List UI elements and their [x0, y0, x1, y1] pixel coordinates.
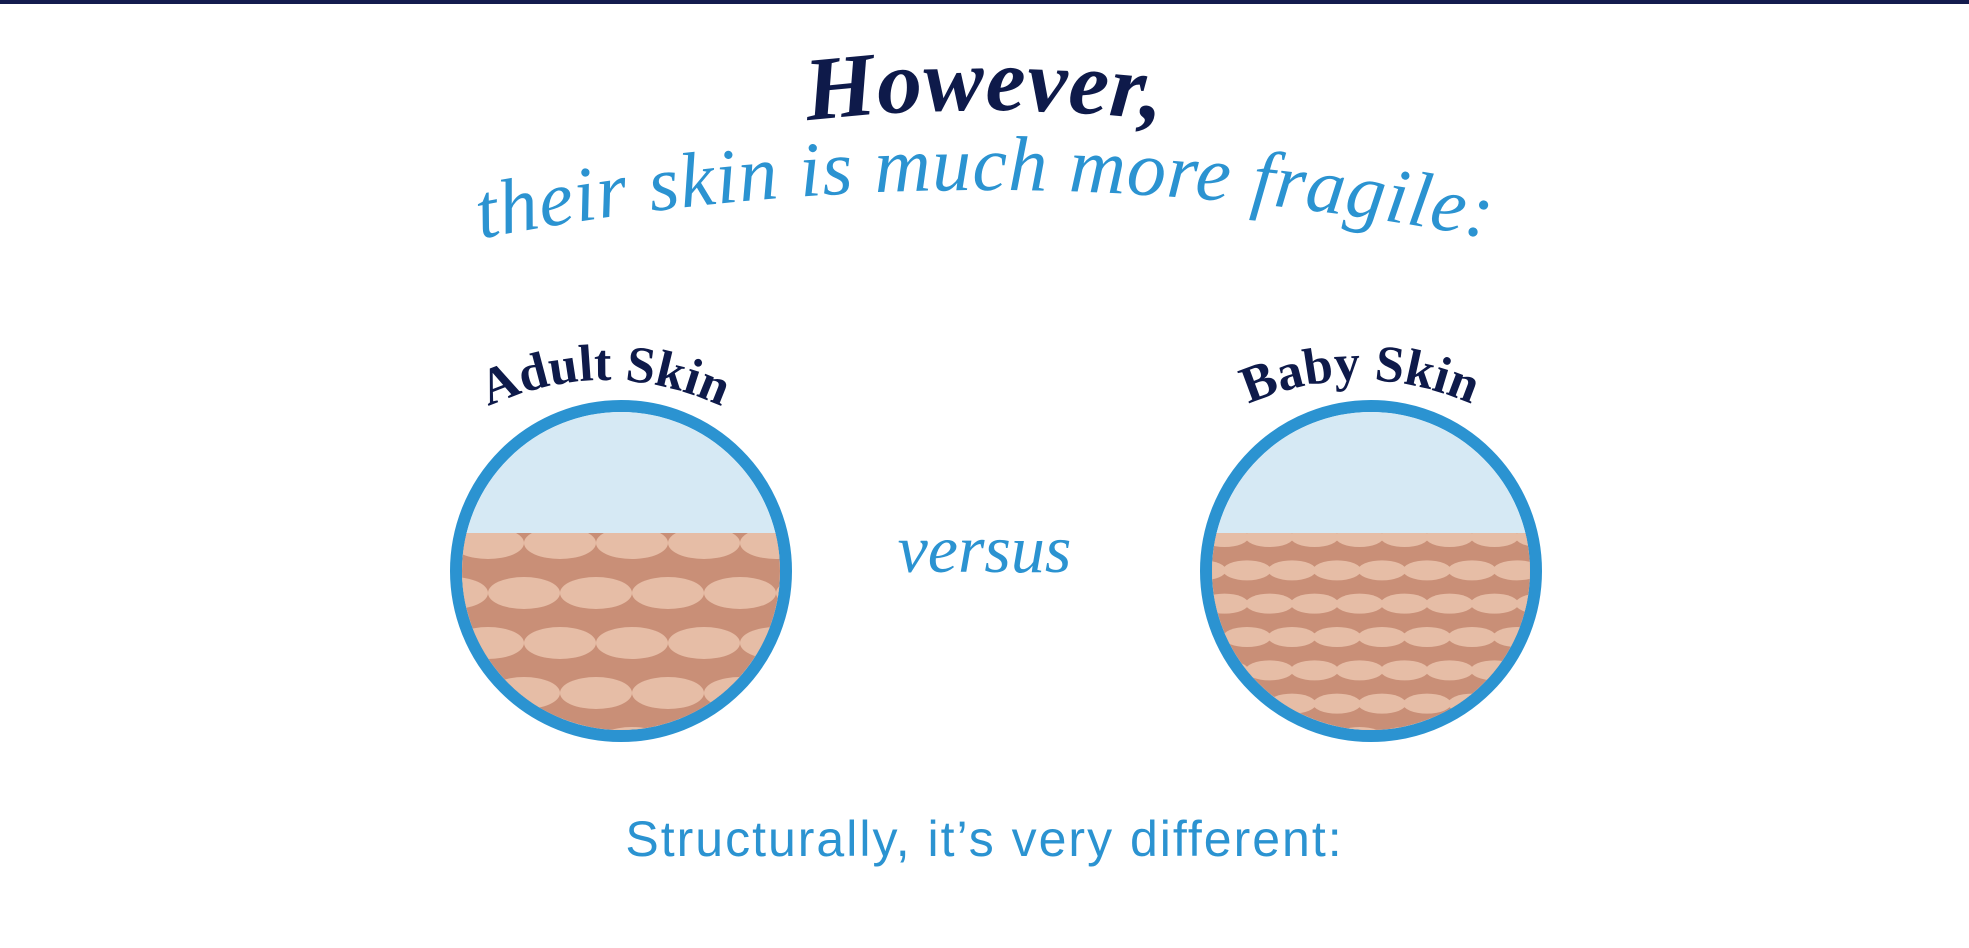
- versus-label: versus: [0, 510, 1969, 589]
- heading: However, their skin is much more fragile…: [0, 40, 1969, 300]
- infographic-canvas: However, their skin is much more fragile…: [0, 0, 1969, 948]
- heading-line2: their skin is much more fragile:: [468, 120, 1503, 255]
- subheading: Structurally, it’s very different:: [0, 810, 1969, 868]
- top-border: [0, 0, 1969, 34]
